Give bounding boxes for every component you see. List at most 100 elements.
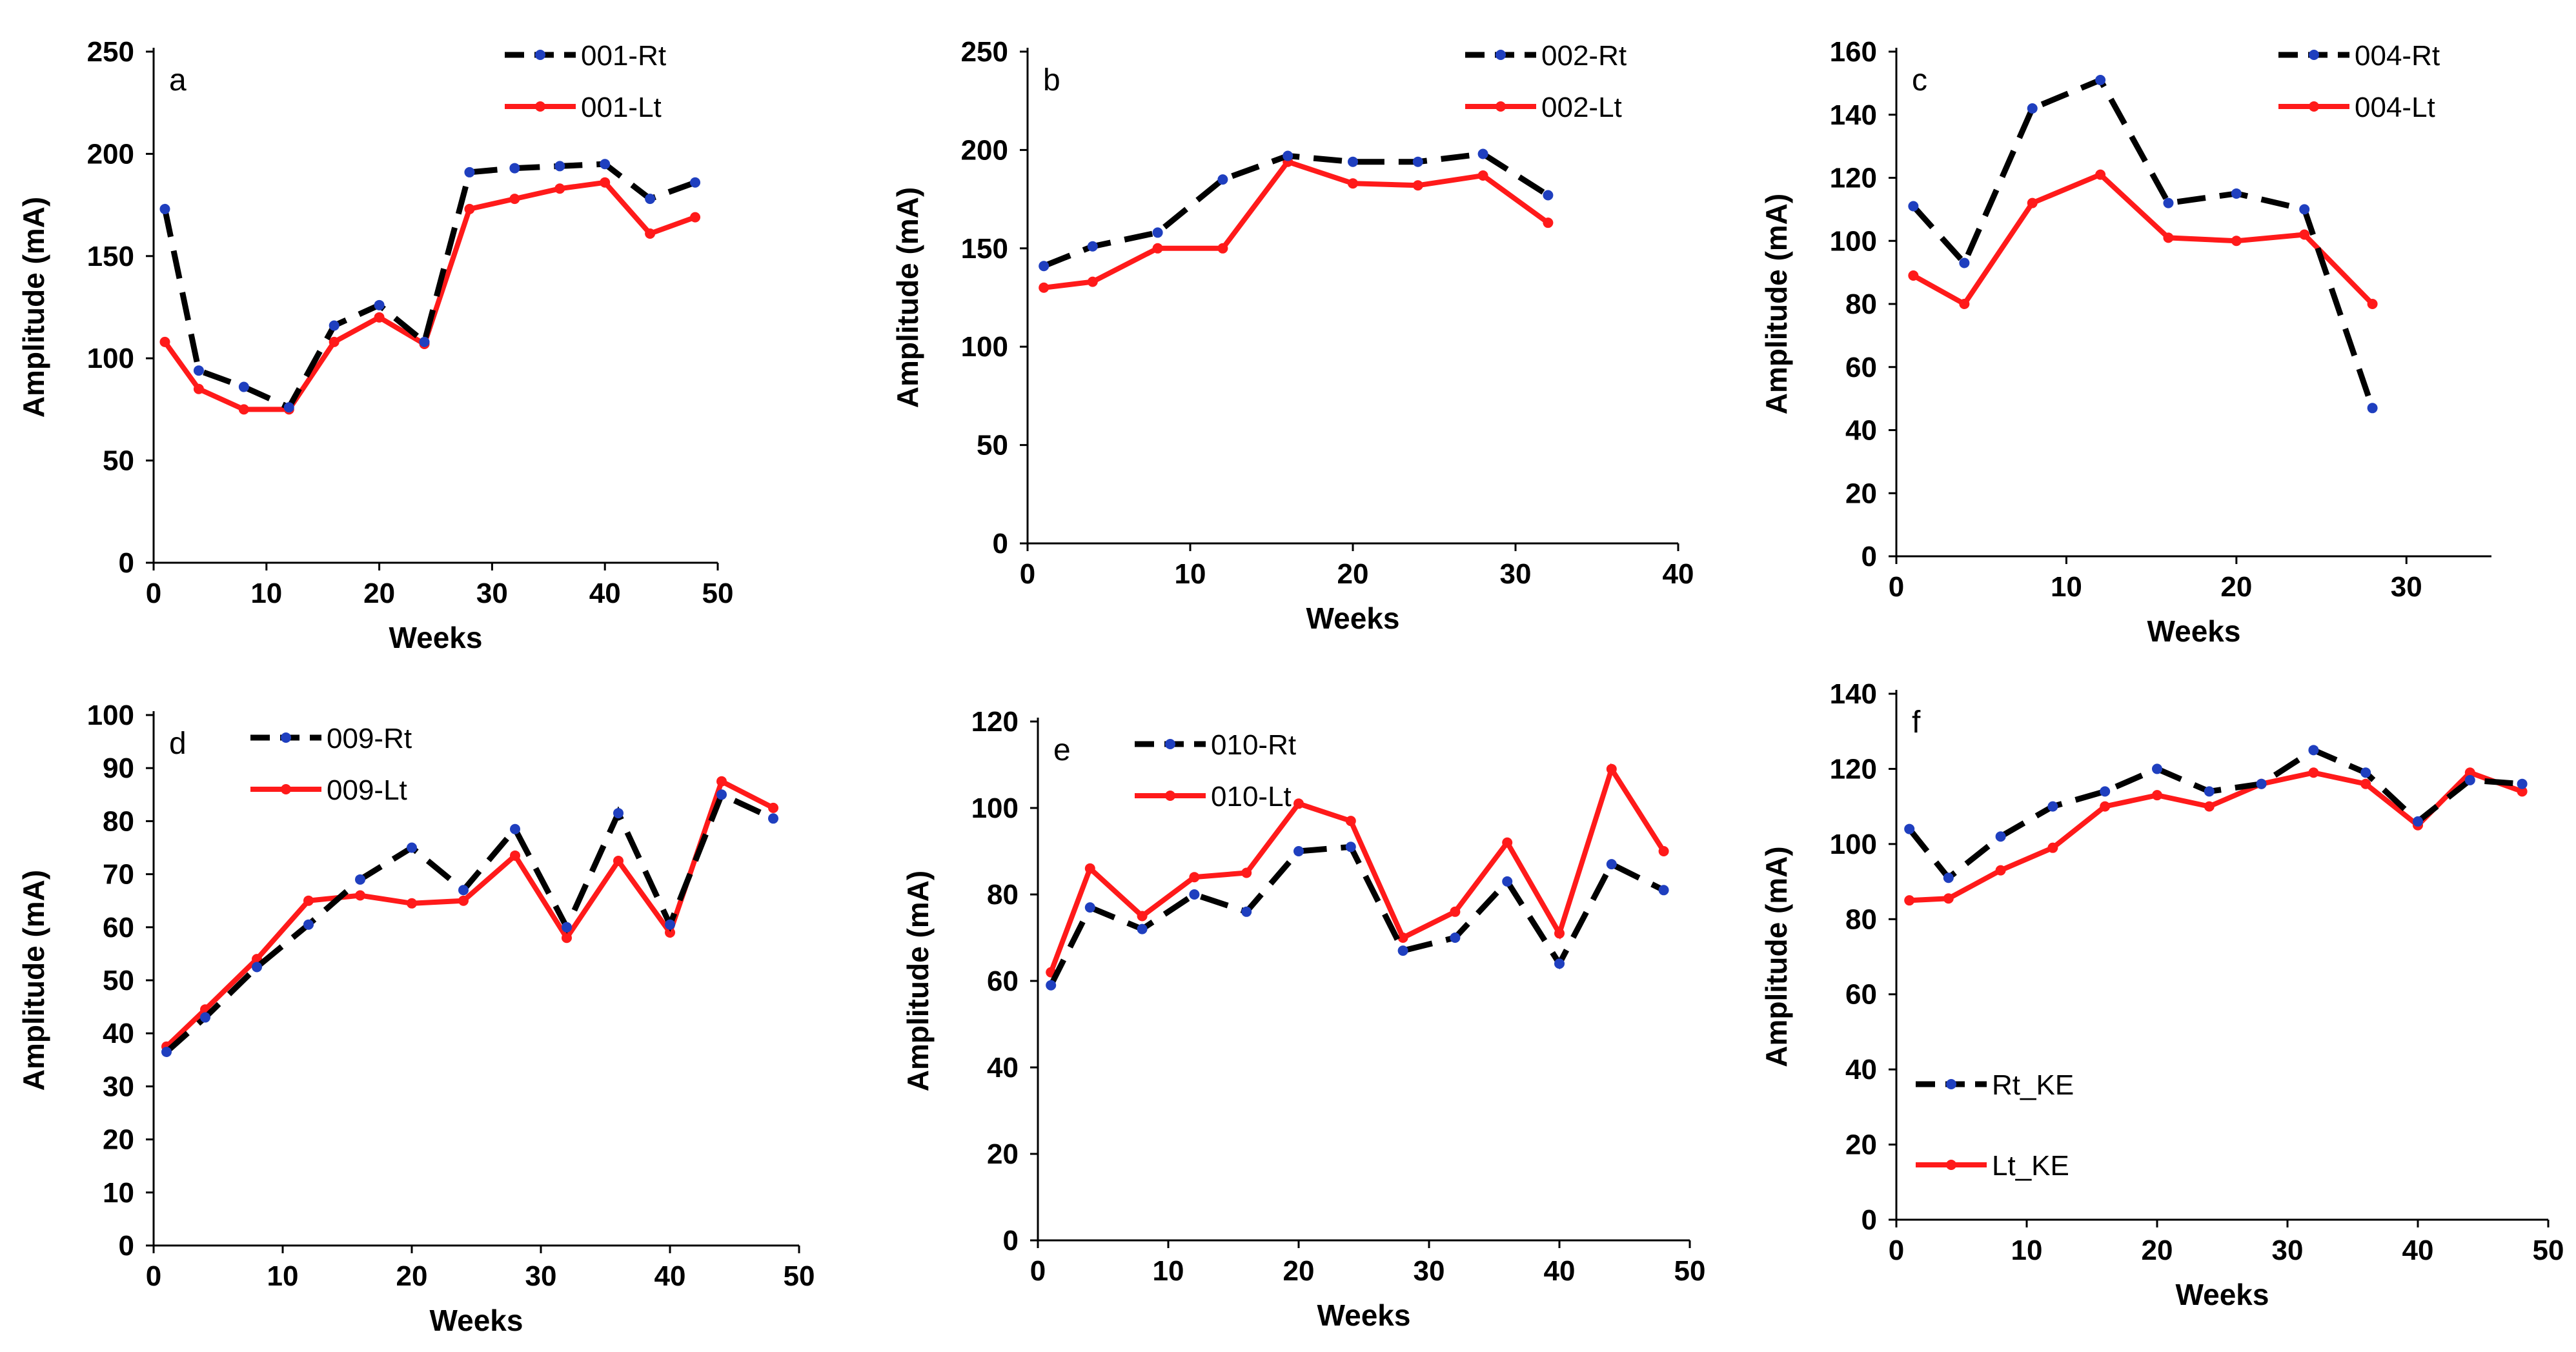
y-tick-label: 30 xyxy=(103,1071,134,1102)
series-line-001-Lt xyxy=(163,179,696,412)
panel-letter: b xyxy=(1043,63,1060,97)
data-point-004-Rt xyxy=(2299,204,2310,215)
x-tick-label: 30 xyxy=(525,1260,557,1292)
legend-marker xyxy=(1946,1079,1956,1089)
data-point-009-Lt xyxy=(716,776,727,787)
data-point-001-Rt xyxy=(645,194,656,205)
data-point-010-Lt xyxy=(1450,906,1461,917)
data-point-009-Rt xyxy=(407,842,417,853)
x-axis-title: Weeks xyxy=(430,1304,523,1337)
data-point-001-Lt xyxy=(645,228,656,239)
x-axis-title: Weeks xyxy=(2147,614,2241,648)
legend-label: 001-Lt xyxy=(581,92,662,123)
series-004-Lt xyxy=(1908,169,2378,309)
data-point-004-Rt xyxy=(1908,201,1919,212)
y-tick-label: 60 xyxy=(103,912,134,943)
x-tick-label: 10 xyxy=(2011,1235,2043,1266)
data-point-010-Lt xyxy=(1189,872,1200,883)
y-tick-label: 60 xyxy=(1845,979,1877,1011)
y-tick-label: 100 xyxy=(87,343,134,374)
data-point-004-Lt xyxy=(2367,299,2378,309)
y-axis-title: Amplitude (mA) xyxy=(17,870,50,1091)
data-point-002-Lt xyxy=(1477,170,1488,181)
data-point-Lt_KE xyxy=(2152,790,2162,801)
x-tick-label: 10 xyxy=(267,1260,299,1292)
y-tick-label: 50 xyxy=(103,965,134,996)
legend: 010-Rt 010-Lt xyxy=(1135,729,1296,812)
chart-panel-d: 0 10 20 30 40 50 60 70 80 90 100 0 10 20 30 40 50 Weeks Am… xyxy=(17,700,815,1337)
x-tick-label: 0 xyxy=(146,1260,161,1292)
series-002-Rt xyxy=(1039,148,1554,272)
data-point-Rt_KE xyxy=(2360,767,2371,778)
series-line-Rt_KE xyxy=(1907,747,2522,882)
data-point-004-Rt xyxy=(2367,403,2378,414)
legend: 002-Rt 002-Lt xyxy=(1465,40,1627,123)
y-axis-title: Amplitude (mA) xyxy=(1760,846,1793,1067)
data-point-002-Rt xyxy=(1152,227,1163,238)
y-tick-label: 40 xyxy=(1845,415,1877,447)
legend-label: 009-Rt xyxy=(327,723,412,754)
x-tick-label: 0 xyxy=(146,578,161,609)
data-point-001-Rt xyxy=(159,203,170,214)
data-point-Lt_KE xyxy=(2360,778,2371,789)
chart-panel-b: 0 50 100 150 200 250 0 10 20 30 40 Weeks Amplitude (… xyxy=(891,36,1694,635)
data-point-010-Lt xyxy=(1241,867,1252,878)
data-point-002-Lt xyxy=(1543,217,1554,228)
legend-label: 002-Rt xyxy=(1541,40,1627,72)
data-point-010-Rt xyxy=(1189,889,1200,900)
x-tick-label: 10 xyxy=(250,578,282,609)
y-tick-label: 120 xyxy=(971,706,1019,738)
data-point-010-Lt xyxy=(1397,933,1408,943)
data-point-001-Rt xyxy=(374,299,385,310)
data-point-010-Lt xyxy=(1554,928,1565,939)
data-point-004-Rt xyxy=(2027,103,2038,114)
data-point-009-Rt xyxy=(510,823,520,834)
x-tick-label: 30 xyxy=(2391,571,2422,603)
data-point-001-Rt xyxy=(600,159,611,170)
series-line-004-Rt xyxy=(1911,76,2375,409)
legend: 009-Rt 009-Lt xyxy=(250,723,412,806)
series-Rt_KE xyxy=(1904,745,2528,883)
data-point-009-Rt xyxy=(161,1046,172,1057)
x-tick-label: 20 xyxy=(396,1260,428,1292)
data-point-Rt_KE xyxy=(2464,774,2475,785)
data-point-010-Rt xyxy=(1084,902,1095,913)
y-tick-label: 0 xyxy=(1861,1204,1877,1236)
data-point-009-Rt xyxy=(716,789,727,800)
legend-item-009-Lt: 009-Lt xyxy=(250,774,407,806)
data-point-001-Rt xyxy=(283,402,294,413)
data-point-004-Lt xyxy=(2231,236,2242,247)
data-point-009-Lt xyxy=(510,850,520,861)
panel-letter: a xyxy=(169,63,187,97)
data-point-009-Rt xyxy=(200,1012,210,1023)
x-tick-label: 20 xyxy=(1337,558,1369,590)
data-point-010-Rt xyxy=(1046,980,1057,991)
data-point-001-Lt xyxy=(464,203,475,214)
legend-item-009-Rt: 009-Rt xyxy=(250,723,412,754)
x-tick-label: 20 xyxy=(2142,1235,2173,1266)
data-point-Lt_KE xyxy=(2204,801,2215,812)
data-point-001-Lt xyxy=(374,312,385,323)
y-tick-label: 0 xyxy=(119,1230,134,1262)
y-tick-label: 0 xyxy=(1861,541,1877,572)
legend-marker xyxy=(1946,1160,1956,1170)
x-tick-label: 40 xyxy=(2402,1235,2434,1266)
y-tick-label: 250 xyxy=(961,36,1008,68)
y-tick-label: 80 xyxy=(1845,903,1877,935)
chart-panel-f: 0 20 40 60 80 100 120 140 0 10 20 30 40 50 Weeks Amplit… xyxy=(1760,678,2564,1311)
data-point-001-Lt xyxy=(600,177,611,188)
series-line-010-Lt xyxy=(1048,763,1666,974)
legend-item-004-Lt: 004-Lt xyxy=(2278,92,2435,123)
data-point-004-Lt xyxy=(2299,229,2310,240)
data-point-001-Rt xyxy=(464,166,475,177)
y-tick-label: 80 xyxy=(1845,288,1877,320)
legend-marker xyxy=(1496,101,1506,112)
legend-label: Lt_KE xyxy=(1992,1150,2069,1182)
data-point-010-Rt xyxy=(1502,876,1513,887)
y-axis-title: Amplitude (mA) xyxy=(891,187,924,408)
panel-letter: f xyxy=(1912,705,1921,740)
data-point-Lt_KE xyxy=(2100,801,2111,812)
legend-label: 004-Lt xyxy=(2355,92,2435,123)
data-point-001-Lt xyxy=(193,383,204,394)
data-point-Lt_KE xyxy=(2308,767,2319,778)
